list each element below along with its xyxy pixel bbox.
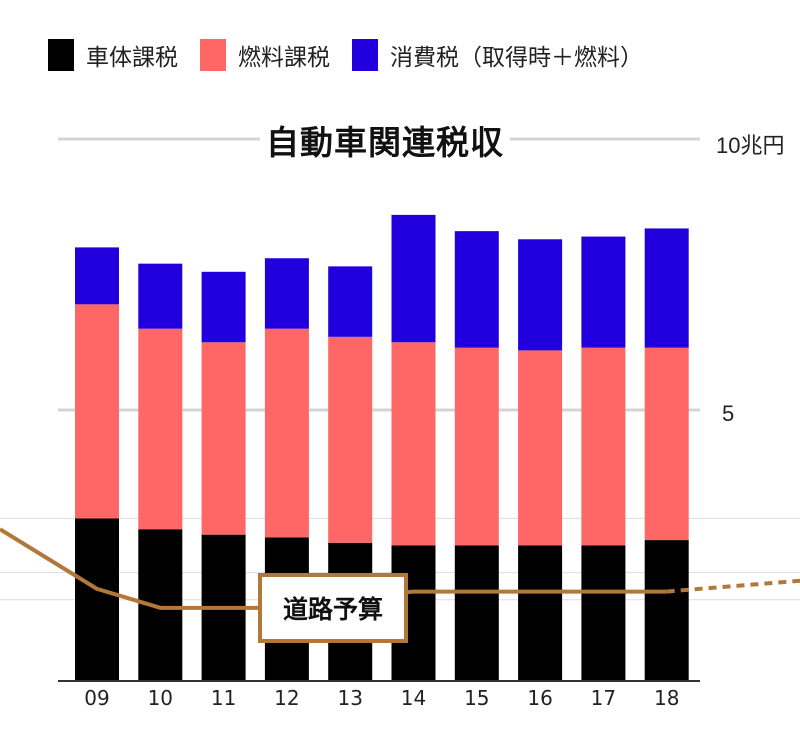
x-tick-label-15: 15 <box>464 686 489 710</box>
bar-10-series-2 <box>138 263 183 329</box>
bar-17-series-0 <box>581 545 626 681</box>
road-budget-label: 道路予算 <box>258 573 408 643</box>
x-tick-label-09: 09 <box>84 686 109 710</box>
y-tick-label-5: 5 <box>722 401 735 426</box>
legend-label-consumption-tax: 消費税（取得時＋燃料） <box>390 45 643 71</box>
bar-11-series-1 <box>201 342 246 535</box>
y-tick-label-10: 10兆円 <box>716 133 785 158</box>
legend-item-fuel-tax: 燃料課税 <box>200 38 330 72</box>
chart-title: 自動車関連税収 <box>260 116 510 164</box>
bar-10-series-1 <box>138 328 183 530</box>
x-tick-label-11: 11 <box>211 686 236 710</box>
bar-17-series-2 <box>581 236 626 348</box>
bar-18-series-0 <box>644 540 689 681</box>
legend-label-vehicle-tax: 車体課税 <box>86 45 178 71</box>
bar-09-series-0 <box>75 518 119 681</box>
legend-swatch-fuel-tax <box>200 39 226 71</box>
legend-swatch-vehicle-tax <box>48 39 74 71</box>
bar-13-series-2 <box>328 266 373 337</box>
bars <box>75 214 689 681</box>
bar-09-series-1 <box>75 304 119 519</box>
bar-16-series-1 <box>518 350 563 546</box>
bar-11-series-2 <box>201 271 246 343</box>
legend-label-fuel-tax: 燃料課税 <box>238 45 330 71</box>
x-tick-label-13: 13 <box>337 686 362 710</box>
bar-14-series-2 <box>391 214 436 343</box>
x-tick-label-12: 12 <box>274 686 299 710</box>
bar-17-series-1 <box>581 347 626 546</box>
legend-item-vehicle-tax: 車体課税 <box>48 38 178 72</box>
x-tick-label-10: 10 <box>148 686 173 710</box>
x-tick-label-17: 17 <box>591 686 616 710</box>
x-tick-labels: 09 10 11 12 13 14 15 16 17 18 <box>84 686 679 710</box>
bar-15-series-2 <box>454 231 499 348</box>
x-tick-label-18: 18 <box>654 686 679 710</box>
x-tick-label-16: 16 <box>527 686 552 710</box>
bar-16-series-0 <box>518 545 563 681</box>
legend-item-consumption-tax: 消費税（取得時＋燃料） <box>352 38 643 72</box>
bar-09-series-2 <box>75 247 119 305</box>
bar-15-series-1 <box>454 347 499 546</box>
bar-18-series-1 <box>644 347 689 541</box>
bar-13-series-1 <box>328 336 373 543</box>
legend: 車体課税 燃料課税 消費税（取得時＋燃料） <box>48 38 665 72</box>
bar-12-series-1 <box>264 328 309 538</box>
bar-14-series-1 <box>391 342 436 546</box>
bar-16-series-2 <box>518 239 563 351</box>
bar-12-series-2 <box>264 258 309 329</box>
bar-15-series-0 <box>454 545 499 681</box>
legend-swatch-consumption-tax <box>352 39 378 71</box>
bar-18-series-2 <box>644 228 689 348</box>
x-tick-label-14: 14 <box>401 686 426 710</box>
